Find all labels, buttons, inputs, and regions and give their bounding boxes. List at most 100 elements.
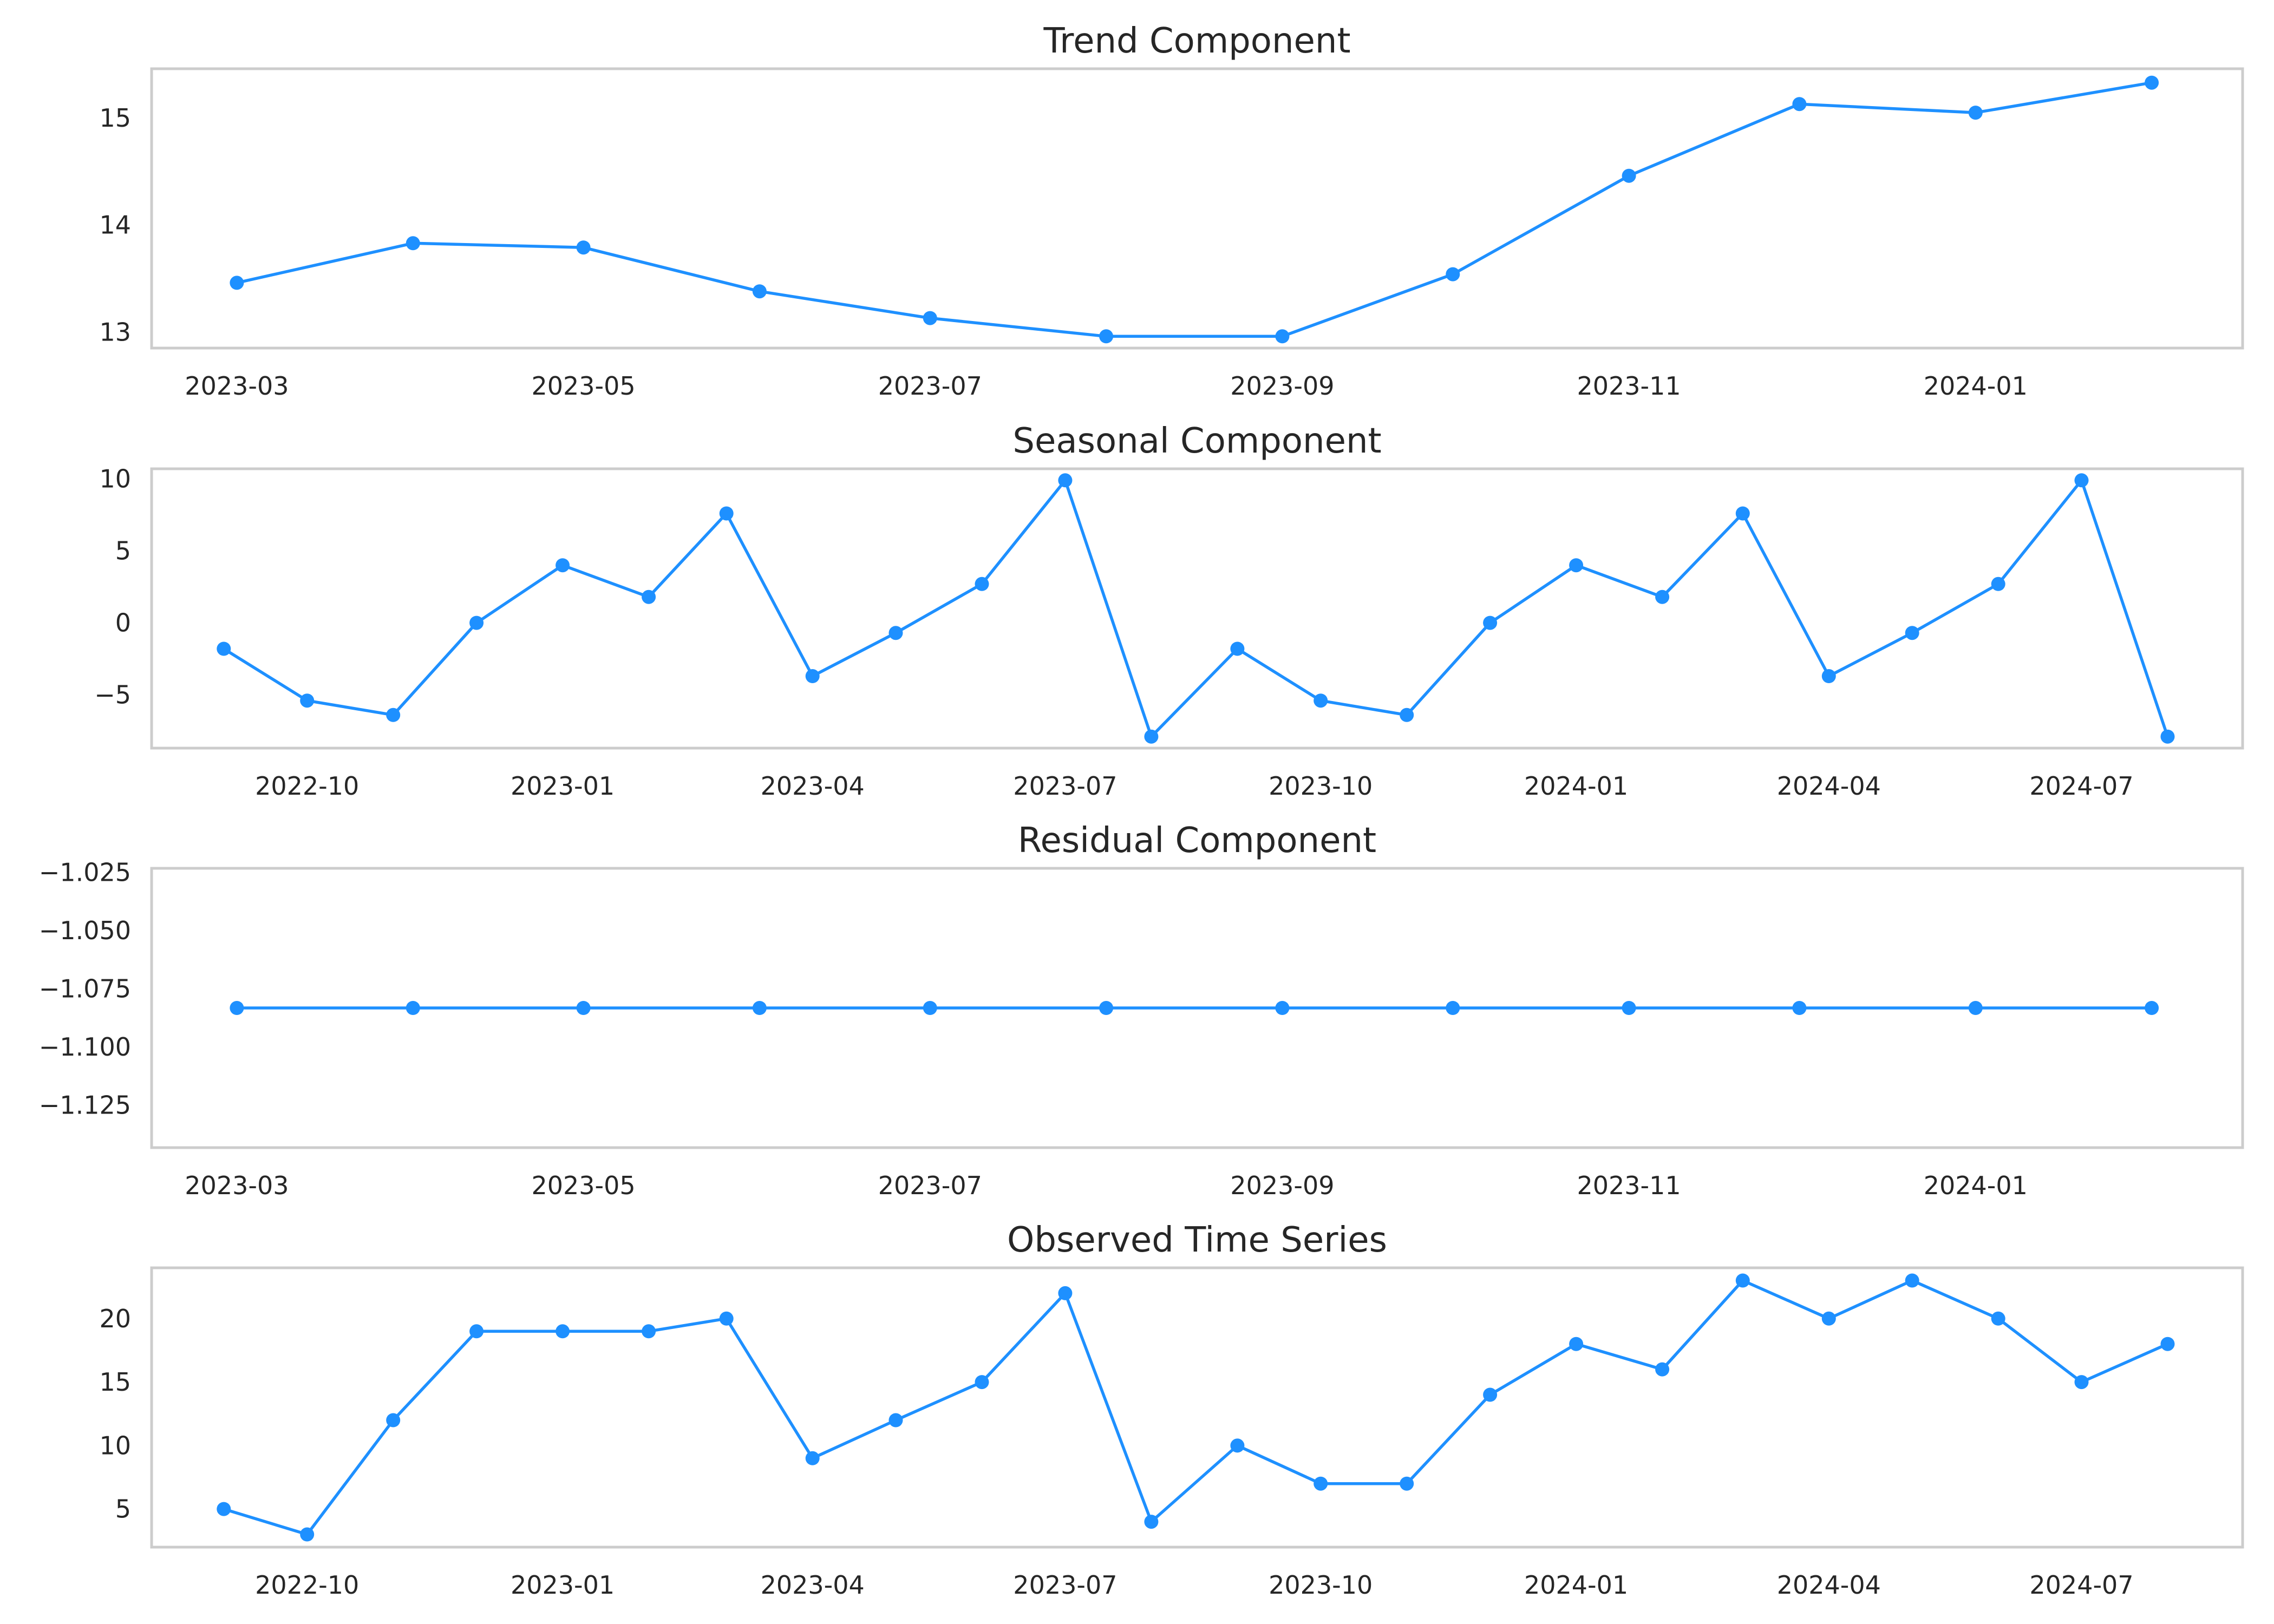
data-point [1230, 641, 1245, 656]
data-point [1446, 1001, 1460, 1015]
y-tick-label: 0 [115, 608, 131, 638]
data-point [406, 236, 420, 251]
data-point [300, 693, 315, 708]
data-point [1968, 1001, 1983, 1015]
x-tick-label: 2023-11 [1577, 371, 1681, 401]
data-point [719, 506, 734, 521]
data-point [217, 1502, 231, 1516]
data-point [1099, 329, 1114, 344]
x-tick-label: 2023-03 [185, 1171, 289, 1200]
series-line [236, 81, 2152, 338]
y-tick-label: −1.125 [39, 1090, 131, 1119]
data-point [1905, 1273, 1919, 1288]
tick-labels: 2022-10 2023-01 2023-04 2023-07 2023-10 2024-… [94, 464, 2133, 801]
x-tick-label: 2023-07 [878, 1171, 982, 1200]
data-point [1446, 267, 1460, 281]
series-line [223, 1279, 2168, 1536]
plot-area-frame [150, 1266, 2244, 1549]
data-point [469, 615, 484, 630]
x-tick-label: 2024-04 [1777, 771, 1881, 801]
data-point [1483, 1387, 1498, 1402]
plot-area-frame [150, 467, 2244, 750]
data-point [1792, 97, 1807, 112]
data-point [230, 1001, 244, 1015]
seasonal-panel: Seasonal Component 2022-10 2023-01 2023-04… [94, 421, 2244, 801]
data-point [1099, 1001, 1114, 1015]
x-tick-label: 2023-05 [531, 1171, 635, 1200]
data-point [1735, 1273, 1750, 1288]
data-point [975, 577, 989, 591]
y-tick-label: −1.050 [39, 916, 131, 945]
data-point [406, 1001, 420, 1015]
data-marks [217, 473, 2175, 744]
data-point [386, 708, 401, 722]
plot-area-frame [150, 867, 2244, 1149]
data-point [2160, 1337, 2175, 1351]
data-point [1400, 708, 1414, 722]
x-tick-label: 2023-07 [1013, 1570, 1117, 1600]
x-tick-label: 2023-01 [511, 771, 615, 801]
data-point [1144, 1515, 1159, 1529]
y-tick-label: 10 [99, 1431, 131, 1460]
data-marks [217, 1273, 2175, 1542]
data-point [1821, 669, 1836, 683]
data-point [888, 626, 903, 640]
y-tick-label: 13 [99, 317, 131, 346]
data-point [888, 1413, 903, 1427]
panel-title: Residual Component [1018, 821, 1376, 861]
data-point [752, 284, 767, 299]
data-point [1622, 1001, 1636, 1015]
data-point [556, 1324, 570, 1339]
y-tick-label: 15 [99, 103, 131, 133]
x-tick-label: 2022-10 [255, 771, 359, 801]
data-point [230, 276, 244, 290]
data-marks [230, 75, 2159, 344]
residual-panel: Residual Component 2023-03 2023-05 2023-07… [39, 821, 2244, 1200]
y-tick-label: 5 [115, 536, 131, 566]
data-point [1968, 106, 1983, 120]
x-tick-label: 2023-09 [1230, 1171, 1334, 1200]
data-point [642, 590, 656, 604]
x-tick-label: 2024-01 [1524, 771, 1628, 801]
data-point [923, 311, 937, 325]
data-point [1569, 558, 1584, 573]
data-point [1622, 168, 1636, 183]
x-tick-label: 2024-07 [2029, 771, 2133, 801]
data-point [576, 240, 591, 255]
x-tick-label: 2023-04 [761, 1570, 865, 1600]
data-point [805, 1451, 820, 1465]
panel-title: Observed Time Series [1007, 1220, 1387, 1260]
y-tick-label: 14 [99, 211, 131, 240]
y-tick-label: −1.100 [39, 1032, 131, 1062]
data-point [2160, 729, 2175, 744]
x-tick-label: 2023-03 [185, 371, 289, 401]
data-point [1735, 506, 1750, 521]
data-point [1569, 1337, 1584, 1351]
data-point [1314, 1476, 1328, 1491]
data-point [752, 1001, 767, 1015]
x-tick-label: 2023-04 [761, 771, 865, 801]
panel-title: Seasonal Component [1012, 421, 1381, 461]
data-point [1655, 590, 1670, 604]
observed-panel: Observed Time Series 2022-10 2023-01 2023-… [99, 1220, 2244, 1600]
x-tick-label: 2023-07 [878, 371, 982, 401]
x-tick-label: 2023-11 [1577, 1171, 1681, 1200]
data-point [300, 1527, 315, 1542]
data-point [719, 1311, 734, 1326]
tick-labels: 2023-03 2023-05 2023-07 2023-09 2023-11 2024-… [99, 103, 2027, 401]
data-point [1905, 626, 1919, 640]
tick-labels: 2022-10 2023-01 2023-04 2023-07 2023-10 2024-… [99, 1304, 2133, 1600]
data-point [642, 1324, 656, 1339]
y-tick-label: −5 [94, 680, 131, 710]
x-tick-label: 2023-05 [531, 371, 635, 401]
y-tick-label: −1.025 [39, 857, 131, 887]
data-point [1792, 1001, 1807, 1015]
data-point [217, 641, 231, 656]
data-point [805, 669, 820, 683]
data-point [556, 558, 570, 573]
x-tick-label: 2023-10 [1269, 771, 1373, 801]
data-point [2145, 1001, 2159, 1015]
data-point [1314, 693, 1328, 708]
data-point [1275, 329, 1290, 344]
